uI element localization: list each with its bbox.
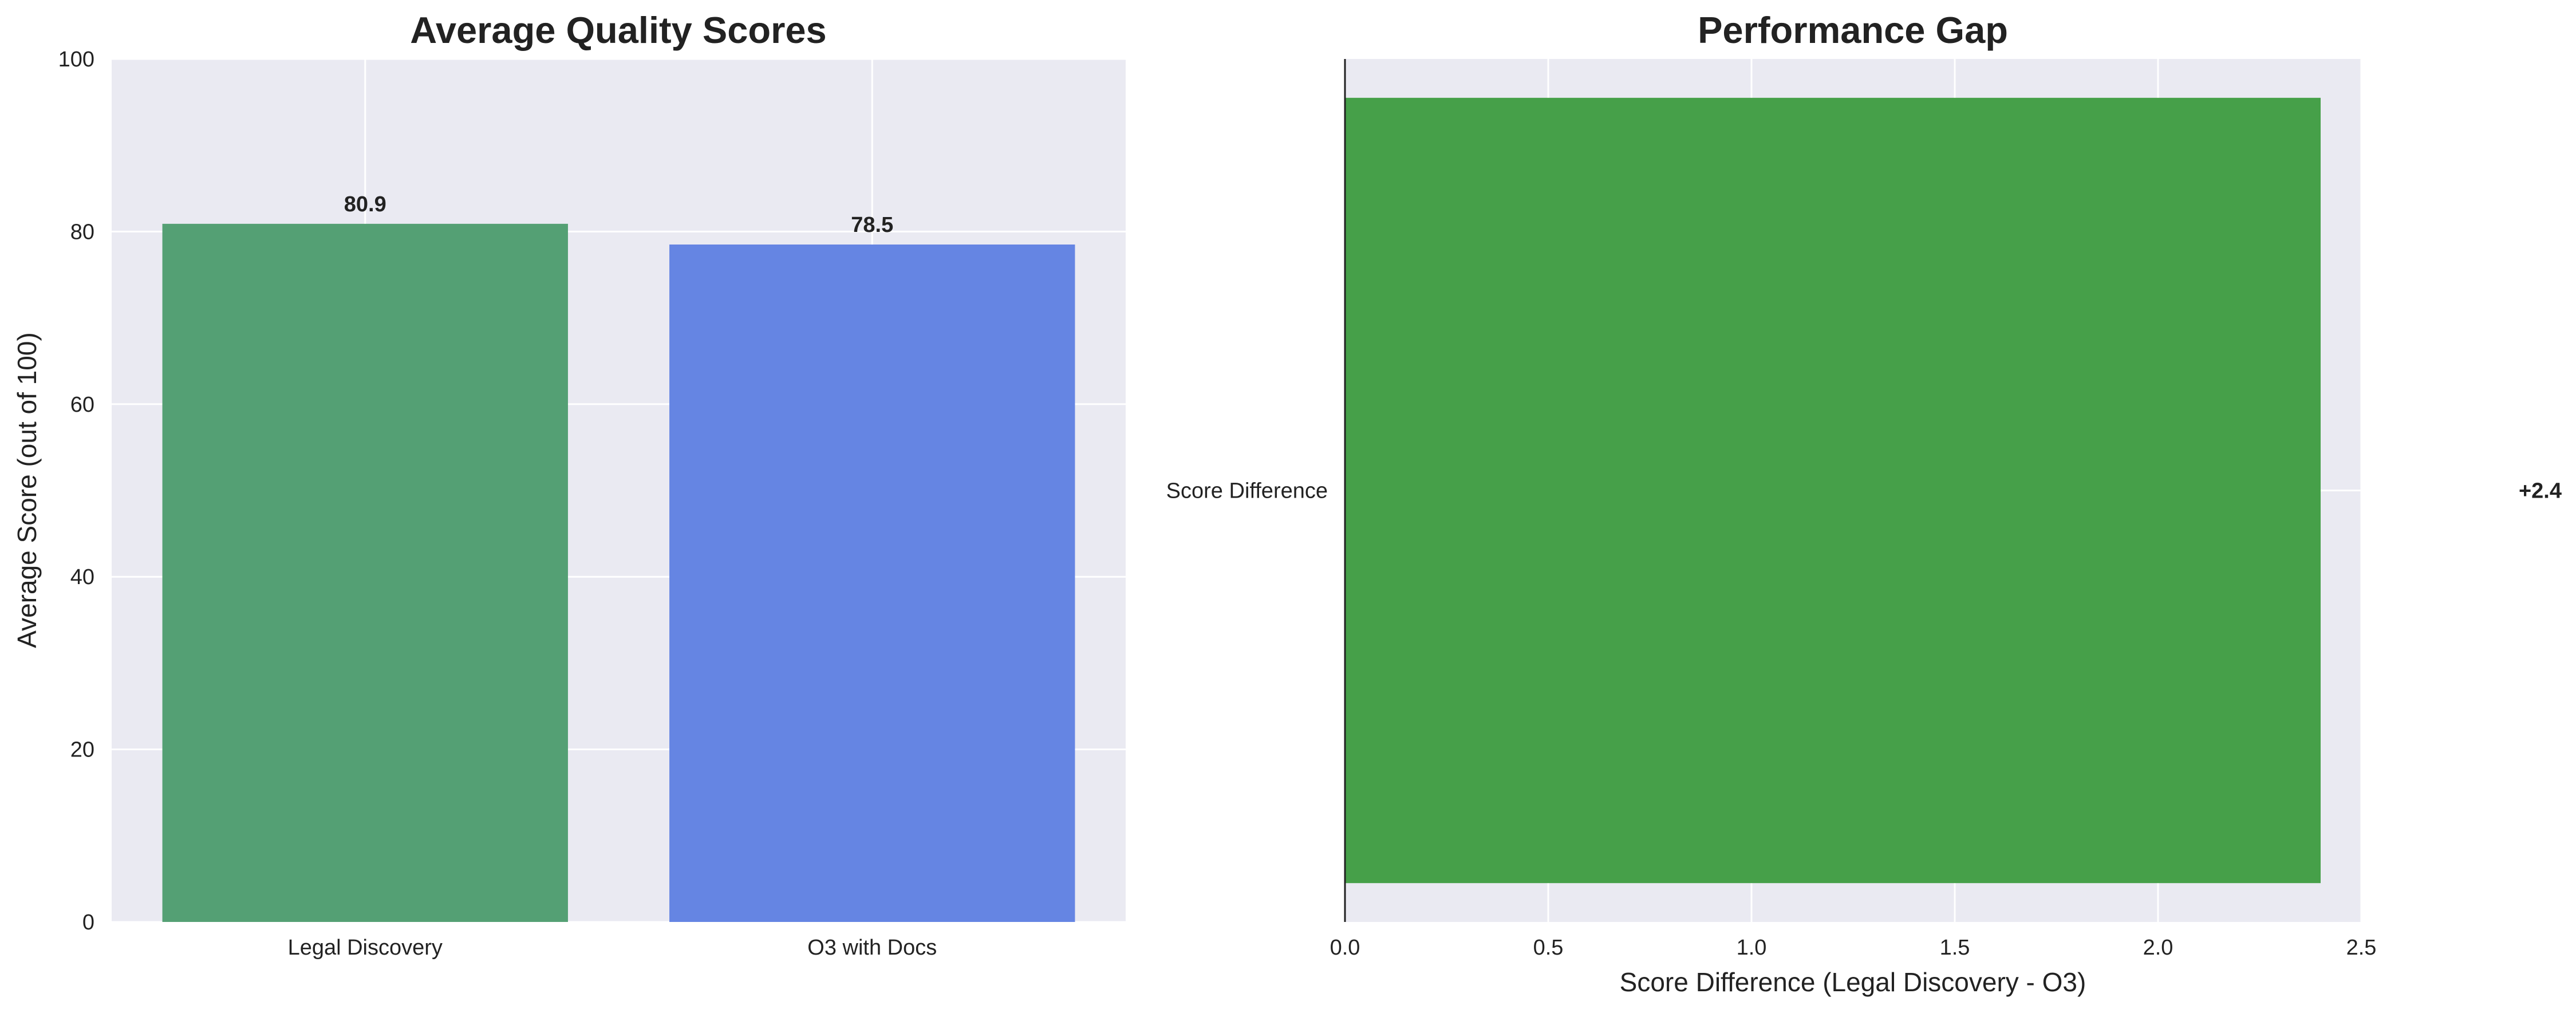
y-tick-label: 80 xyxy=(70,220,94,244)
x-tick-label: 1.5 xyxy=(1940,936,1970,960)
bar xyxy=(162,223,568,922)
bar-value-label: 78.5 xyxy=(851,213,893,237)
performance-gap-x-axis-label: Score Difference (Legal Discovery - O3) xyxy=(1620,967,2086,997)
y-tick-label: 40 xyxy=(70,565,94,589)
x-tick-label: 0.5 xyxy=(1533,936,1564,960)
performance-gap-title: Performance Gap xyxy=(1698,9,2008,51)
y-tick-label: 60 xyxy=(70,393,94,417)
bar xyxy=(669,245,1075,922)
x-tick-label: 0.0 xyxy=(1330,936,1360,960)
quality-scores-tick-labels: 0 20 40 60 80 100 Legal Discovery O3 with Docs xyxy=(58,48,937,960)
bar-value-label: 80.9 xyxy=(344,192,386,216)
quality-scores-title: Average Quality Scores xyxy=(410,9,826,51)
y-tick-label: 0 xyxy=(82,910,94,935)
y-tick-label: 20 xyxy=(70,738,94,762)
performance-gap-bars xyxy=(1345,97,2321,884)
x-tick-label: 2.0 xyxy=(2143,936,2173,960)
x-tick-label: Legal Discovery xyxy=(288,936,443,960)
quality-scores-y-axis-label: Average Score (out of 100) xyxy=(12,332,42,648)
y-tick-label: Score Difference xyxy=(1166,479,1328,503)
quality-scores-value-labels: 80.9 78.5 xyxy=(344,192,893,237)
x-tick-label: O3 with Docs xyxy=(807,936,937,960)
bar-value-label: +2.4 xyxy=(2519,479,2562,503)
performance-gap-value-labels: +2.4 xyxy=(2519,479,2562,503)
bar xyxy=(1345,97,2321,884)
quality-scores-bars xyxy=(162,223,1075,922)
y-tick-label: 100 xyxy=(58,48,94,72)
performance-gap-tick-labels: 0.0 0.5 1.0 1.5 2.0 2.5 Score Difference xyxy=(1166,479,2377,960)
x-tick-label: 2.5 xyxy=(2346,936,2377,960)
x-tick-label: 1.0 xyxy=(1737,936,1767,960)
